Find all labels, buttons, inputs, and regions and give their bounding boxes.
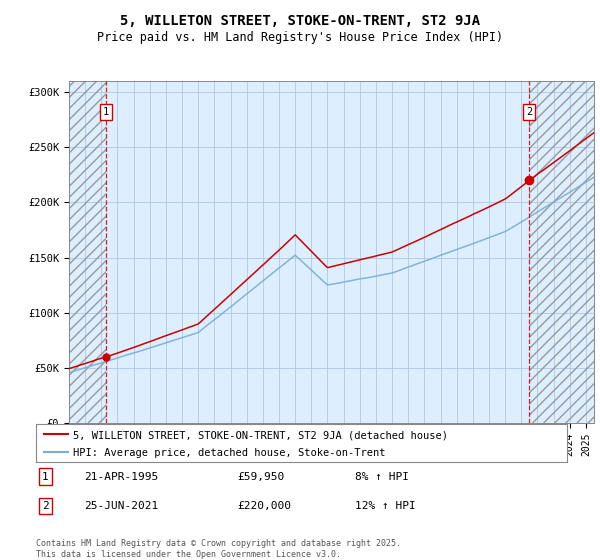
Text: Contains HM Land Registry data © Crown copyright and database right 2025.
This d: Contains HM Land Registry data © Crown c… bbox=[36, 539, 401, 559]
Text: £220,000: £220,000 bbox=[238, 501, 292, 511]
Text: 2: 2 bbox=[526, 107, 532, 117]
Text: 12% ↑ HPI: 12% ↑ HPI bbox=[355, 501, 415, 511]
Text: 1: 1 bbox=[42, 472, 49, 482]
Text: Price paid vs. HM Land Registry's House Price Index (HPI): Price paid vs. HM Land Registry's House … bbox=[97, 31, 503, 44]
Text: 1: 1 bbox=[103, 107, 109, 117]
Text: 5, WILLETON STREET, STOKE-ON-TRENT, ST2 9JA: 5, WILLETON STREET, STOKE-ON-TRENT, ST2 … bbox=[120, 14, 480, 28]
Text: 2: 2 bbox=[42, 501, 49, 511]
Text: 25-JUN-2021: 25-JUN-2021 bbox=[84, 501, 158, 511]
Text: 8% ↑ HPI: 8% ↑ HPI bbox=[355, 472, 409, 482]
Text: 21-APR-1995: 21-APR-1995 bbox=[84, 472, 158, 482]
Text: £59,950: £59,950 bbox=[238, 472, 285, 482]
Text: 5, WILLETON STREET, STOKE-ON-TRENT, ST2 9JA (detached house): 5, WILLETON STREET, STOKE-ON-TRENT, ST2 … bbox=[73, 430, 448, 440]
Text: HPI: Average price, detached house, Stoke-on-Trent: HPI: Average price, detached house, Stok… bbox=[73, 448, 386, 458]
